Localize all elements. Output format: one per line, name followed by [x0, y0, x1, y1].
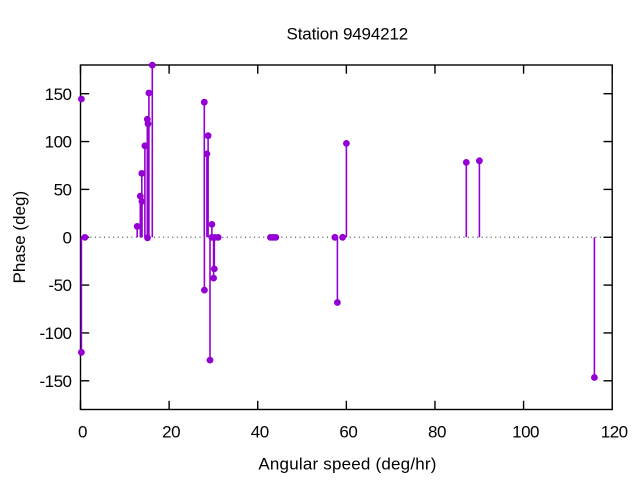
- svg-text:120: 120: [601, 422, 628, 441]
- svg-text:0: 0: [63, 228, 72, 247]
- svg-text:50: 50: [54, 181, 72, 200]
- svg-text:-50: -50: [48, 276, 71, 295]
- svg-text:100: 100: [45, 133, 72, 152]
- svg-text:150: 150: [45, 85, 72, 104]
- svg-text:-100: -100: [39, 324, 71, 343]
- svg-text:40: 40: [251, 422, 269, 441]
- svg-text:20: 20: [162, 422, 180, 441]
- svg-text:Phase (deg): Phase (deg): [10, 191, 29, 284]
- svg-text:Angular speed (deg/hr): Angular speed (deg/hr): [258, 454, 436, 473]
- svg-text:60: 60: [339, 422, 357, 441]
- svg-text:100: 100: [512, 422, 539, 441]
- svg-text:Station 9494212: Station 9494212: [287, 25, 409, 44]
- svg-text:-150: -150: [39, 372, 71, 391]
- svg-text:0: 0: [78, 422, 87, 441]
- svg-text:80: 80: [428, 422, 446, 441]
